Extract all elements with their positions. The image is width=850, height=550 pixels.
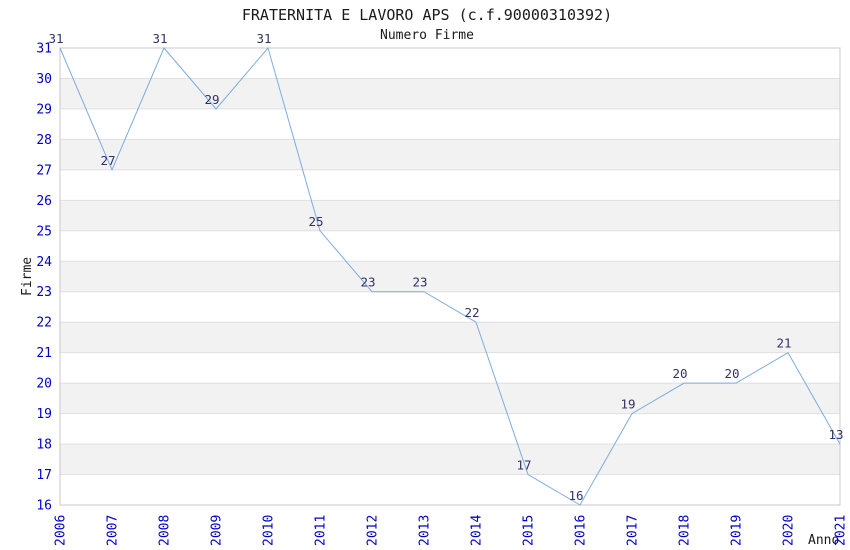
data-point-label: 19 — [620, 397, 635, 412]
y-tick-label: 24 — [36, 255, 52, 270]
data-labels: 31 27 31 29 31 25 23 23 22 17 16 19 20 20 21 13 — [48, 31, 843, 503]
y-axis-title: Firme — [20, 257, 35, 296]
x-tick-label: 2006 — [54, 515, 69, 546]
chart-subtitle: Numero Firme — [380, 28, 474, 43]
y-tick-label: 18 — [36, 438, 52, 453]
plot-band — [60, 322, 840, 353]
y-tick-label: 16 — [36, 499, 52, 514]
series-line — [59, 46, 841, 506]
data-point-label: 13 — [828, 427, 843, 442]
plot-band — [60, 200, 840, 231]
y-tick-label: 21 — [36, 346, 52, 361]
y-tick-label: 22 — [36, 316, 52, 331]
x-tick-label: 2011 — [314, 515, 329, 546]
y-tick-label: 26 — [36, 194, 52, 209]
y-tick-label: 20 — [36, 377, 52, 392]
x-tick-label: 2018 — [678, 515, 693, 546]
plot-band — [60, 383, 840, 414]
y-tick-label: 28 — [36, 133, 52, 148]
x-tick-label: 2007 — [106, 515, 121, 546]
data-point-label: 20 — [672, 366, 687, 381]
y-tick-label: 25 — [36, 224, 52, 239]
x-tick-label: 2020 — [782, 515, 797, 546]
data-point-label: 22 — [464, 305, 479, 320]
data-point-label: 17 — [516, 458, 531, 473]
y-tick-label: 30 — [36, 72, 52, 87]
x-tick-label: 2008 — [158, 515, 173, 546]
data-point-label: 25 — [308, 214, 323, 229]
data-point-label: 21 — [776, 336, 791, 351]
x-axis-title: Anno — [808, 533, 839, 548]
y-tick-label: 17 — [36, 468, 52, 483]
y-gridlines — [60, 47, 840, 506]
x-tick-label: 2010 — [262, 515, 277, 546]
x-tick-labels: 2006 2007 2008 2009 2010 2011 2012 2013 2014 2015… — [54, 515, 849, 546]
data-point-label: 23 — [412, 275, 427, 290]
plot-band — [60, 444, 840, 475]
x-tick-label: 2009 — [210, 515, 225, 546]
plot-band — [60, 261, 840, 292]
data-point-label: 27 — [100, 153, 115, 168]
x-tick-label: 2013 — [418, 515, 433, 546]
data-series — [59, 46, 841, 506]
plot-band — [60, 139, 840, 170]
y-tick-label: 29 — [36, 102, 52, 117]
y-tick-label: 31 — [36, 42, 52, 57]
data-point-label: 16 — [568, 488, 583, 503]
data-point-label: 29 — [204, 92, 219, 107]
x-tick-label: 2019 — [730, 515, 745, 546]
x-tick-label: 2014 — [470, 515, 485, 546]
data-point-label: 31 — [48, 31, 63, 46]
x-tick-label: 2012 — [366, 515, 381, 546]
x-tick-label: 2017 — [626, 515, 641, 546]
x-tick-label: 2021 — [834, 515, 849, 546]
y-tick-label: 27 — [36, 163, 52, 178]
y-tick-label: 19 — [36, 407, 52, 422]
y-tick-labels: 16 17 18 19 20 21 22 23 24 25 26 27 28 29 30 31 — [36, 42, 52, 514]
x-tick-label: 2015 — [522, 515, 537, 546]
y-tick-label: 23 — [36, 285, 52, 300]
data-point-label: 20 — [724, 366, 739, 381]
plot-border — [59, 47, 841, 506]
plot-bands — [60, 78, 840, 475]
chart-title: FRATERNITA E LAVORO APS (c.f.90000310392… — [242, 6, 612, 24]
x-tick-label: 2016 — [574, 515, 589, 546]
data-point-label: 31 — [152, 31, 167, 46]
data-point-label: 31 — [256, 31, 271, 46]
data-point-label: 23 — [360, 275, 375, 290]
plot-band — [60, 78, 840, 109]
